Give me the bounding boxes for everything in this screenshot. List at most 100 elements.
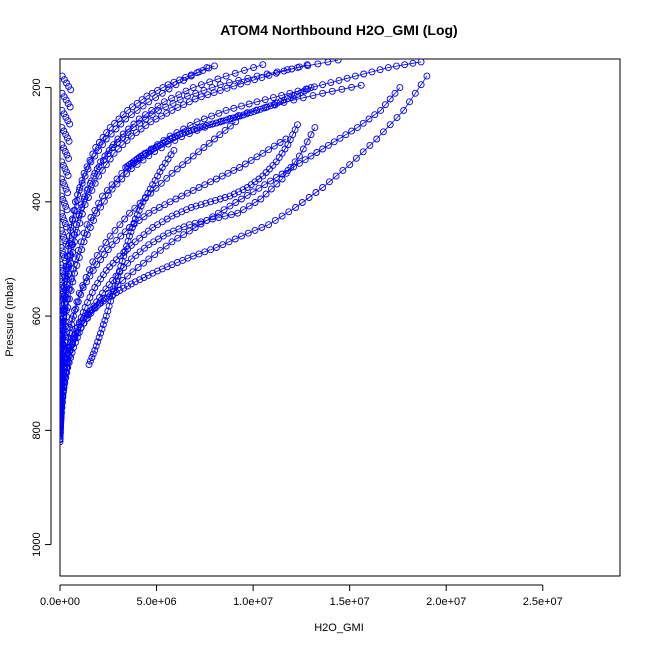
data-point: [290, 163, 298, 171]
data-point: [162, 103, 170, 111]
data-point: [91, 304, 99, 312]
data-point: [60, 429, 64, 437]
data-point: [60, 268, 67, 275]
data-point: [291, 158, 299, 166]
data-point: [178, 192, 186, 200]
data-point: [65, 82, 73, 90]
data-point: [141, 244, 148, 252]
x-axis-label: H2O_GMI: [314, 622, 364, 634]
data-point: [77, 291, 85, 299]
series-line: [88, 150, 175, 365]
data-point: [77, 324, 85, 332]
data-point: [189, 186, 197, 194]
data-point: [60, 394, 65, 402]
data-point: [60, 312, 65, 320]
data-point: [121, 215, 129, 223]
data-point: [60, 329, 65, 337]
data-point: [298, 199, 306, 206]
data-point: [144, 227, 152, 235]
data-point: [164, 140, 172, 148]
data-point: [63, 151, 71, 159]
data-point: [60, 336, 66, 344]
data-point: [104, 307, 112, 315]
data-point: [60, 196, 67, 203]
data-point: [386, 121, 394, 129]
data-point: [60, 93, 68, 101]
data-point: [284, 166, 292, 174]
data-point: [140, 274, 148, 281]
data-point: [187, 71, 195, 79]
data-point: [131, 215, 139, 223]
data-point: [294, 64, 301, 72]
data-point: [179, 161, 187, 169]
data-point: [60, 288, 68, 296]
data-point: [108, 185, 116, 193]
data-point: [124, 106, 132, 114]
data-point: [78, 246, 86, 254]
data-point: [60, 298, 66, 306]
data-point: [86, 357, 94, 365]
data-point: [334, 59, 342, 64]
data-point: [60, 124, 66, 132]
data-point: [88, 354, 96, 361]
data-point: [211, 62, 218, 70]
data-point: [259, 149, 267, 157]
data-point: [61, 254, 68, 262]
data-point: [83, 163, 91, 171]
data-point: [60, 408, 65, 416]
data-point: [60, 353, 65, 361]
data-point: [75, 186, 83, 194]
data-point: [61, 165, 69, 173]
data-point: [73, 329, 81, 337]
data-point: [393, 62, 400, 70]
data-point: [133, 99, 141, 107]
data-point: [60, 425, 64, 433]
data-point: [226, 114, 234, 122]
data-point: [226, 122, 234, 130]
data-point: [116, 221, 124, 229]
data-point: [207, 178, 215, 186]
data-point: [86, 224, 94, 231]
data-point: [119, 134, 127, 141]
data-point: [136, 119, 144, 127]
data-point: [231, 69, 239, 77]
data-point: [60, 284, 68, 291]
data-point: [273, 99, 281, 107]
data-point: [87, 177, 95, 185]
data-point: [352, 154, 360, 162]
data-point: [126, 209, 133, 217]
y-tick-label: 1000: [31, 532, 43, 556]
data-point: [71, 269, 78, 277]
data-point: [262, 190, 270, 198]
data-point: [174, 104, 182, 112]
data-point: [294, 90, 301, 98]
data-point: [60, 127, 68, 135]
data-point: [330, 138, 338, 146]
data-point: [299, 94, 307, 102]
data-point: [283, 66, 291, 74]
data-point: [222, 106, 230, 114]
data-point: [120, 284, 128, 292]
data-point: [67, 224, 75, 231]
data-point: [168, 106, 176, 114]
data-point: [324, 59, 332, 66]
data-point: [113, 175, 121, 183]
data-point: [183, 189, 191, 197]
data-point: [319, 184, 327, 191]
data-point: [230, 190, 238, 198]
data-point: [117, 232, 125, 240]
data-point: [71, 255, 79, 263]
data-point: [400, 106, 408, 114]
data-point: [148, 89, 156, 97]
data-point: [85, 194, 92, 201]
data-point: [391, 89, 399, 97]
data-point: [176, 96, 184, 104]
data-point: [60, 295, 65, 303]
data-point: [295, 159, 303, 167]
data-point: [60, 405, 65, 413]
data-point: [386, 95, 394, 103]
data-point: [62, 96, 70, 104]
y-tick-label: 600: [31, 307, 43, 325]
data-point: [235, 112, 243, 120]
data-point: [231, 235, 239, 243]
